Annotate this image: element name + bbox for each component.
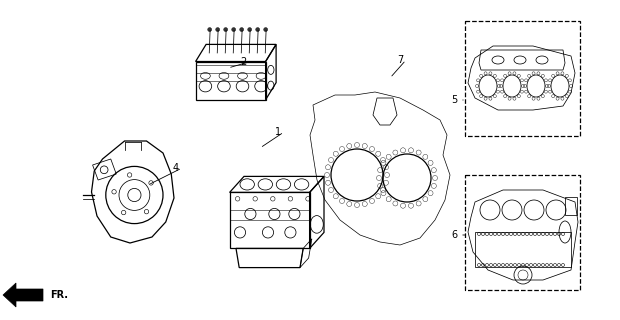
Circle shape: [232, 28, 236, 31]
Text: 2: 2: [240, 57, 246, 67]
Bar: [466, 20, 580, 135]
Circle shape: [224, 28, 228, 31]
Bar: [466, 174, 580, 290]
Circle shape: [240, 28, 244, 31]
Text: 1: 1: [275, 127, 281, 137]
Circle shape: [216, 28, 219, 31]
Text: 5: 5: [451, 95, 457, 105]
Circle shape: [248, 28, 252, 31]
Circle shape: [255, 28, 260, 31]
Text: FR.: FR.: [50, 290, 68, 300]
Text: 6: 6: [451, 230, 457, 240]
Text: 4: 4: [173, 163, 179, 173]
Circle shape: [264, 28, 268, 31]
Polygon shape: [3, 283, 43, 307]
Bar: [565, 197, 577, 215]
Text: 7: 7: [397, 55, 403, 65]
Circle shape: [208, 28, 211, 31]
